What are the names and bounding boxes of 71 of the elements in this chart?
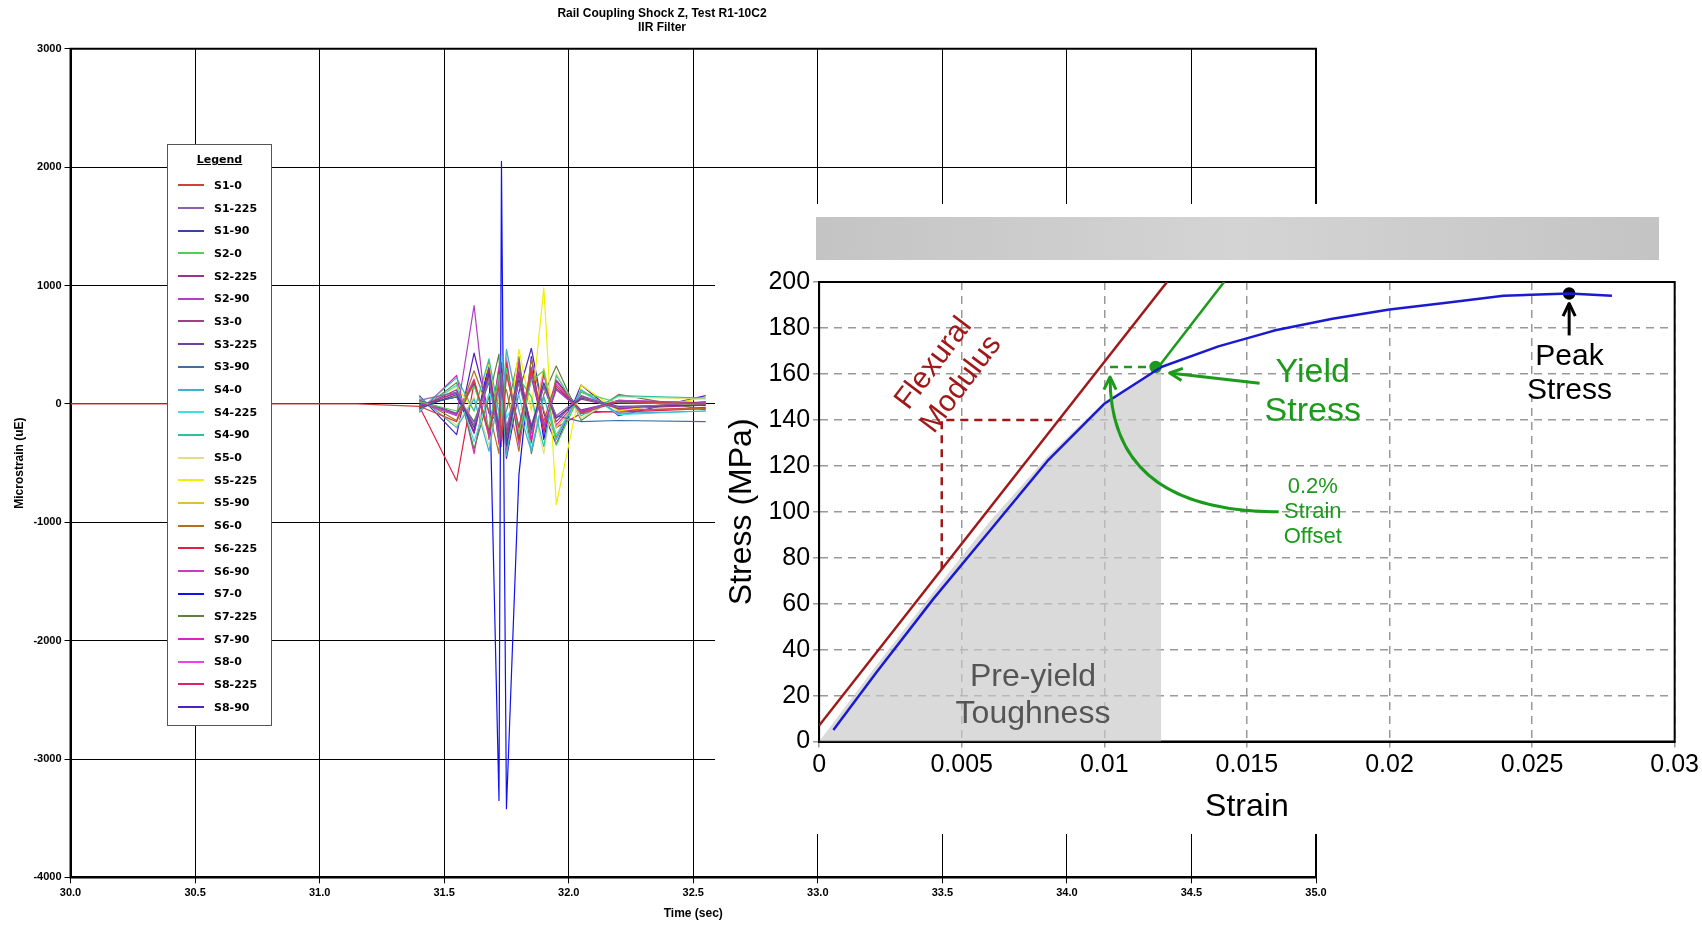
legend-label: S5-0 [214,451,242,465]
y-tick-label: 180 [768,311,811,340]
x-tick-label: 33.0 [807,886,829,899]
legend-label: S1-90 [214,224,250,238]
x-tick-label: 34.0 [1056,886,1078,899]
legend-label: S6-90 [214,564,250,578]
y-tick-label: 60 [782,587,811,616]
y-tick-label: 140 [768,403,811,432]
legend-label: S3-0 [214,314,242,328]
legend-label: S7-225 [214,609,258,623]
y-tick-label: -1000 [33,515,62,528]
legend-label: S2-225 [214,269,258,283]
legend-label: S4-0 [214,383,242,397]
legend-label: S4-90 [214,428,250,442]
chart-title: Rail Coupling Shock Z, Test R1-10C2 [557,5,767,20]
y-axis-title: Microstrain (uE) [11,417,26,509]
x-tick-label: 0.01 [1079,749,1129,778]
legend-label: S6-0 [214,519,242,533]
legend-label: S3-90 [214,360,250,374]
x-tick-label: 34.5 [1180,886,1203,899]
y-tick-label: 120 [768,449,811,478]
legend-label: S1-0 [214,178,242,192]
x-axis-title: Time (sec) [663,906,723,921]
y-tick-label: 0 [796,725,811,754]
x-tick-label: 32.0 [558,886,580,899]
x-axis-title: Strain [1205,786,1289,823]
legend-label: S5-225 [214,473,258,487]
legend-label: S8-0 [214,655,242,669]
y-tick-label: 2000 [37,160,62,173]
y-tick-label: 100 [768,495,811,524]
x-tick-label: 0.015 [1215,749,1279,778]
legend-label: S8-90 [214,700,250,714]
y-tick-label: -3000 [33,752,62,765]
annotation: 0.2% Strain Offset [1283,472,1342,549]
x-tick-label: 31.0 [308,886,331,899]
y-tick-label: 80 [782,541,811,570]
legend-label: S2-0 [214,246,242,260]
chart-subtitle: IIR Filter [637,19,687,34]
y-tick-label: 200 [768,265,811,294]
legend-label: S7-90 [214,632,250,646]
annotation: Yield Stress [1264,351,1361,429]
legend-label: S3-225 [214,337,258,351]
y-axis-title: Stress (MPa) [722,418,759,606]
legend-label: S7-0 [214,587,242,601]
annotation: Peak Stress [1526,337,1612,406]
x-tick-label: 32.5 [682,886,704,899]
legend-label: S8-225 [214,677,258,691]
y-tick-label: 3000 [37,41,62,54]
y-tick-label: -2000 [33,633,62,646]
x-tick-label: 31.5 [433,886,455,899]
y-tick-label: 160 [768,357,811,386]
x-tick-label: 0.02 [1365,749,1414,778]
x-tick-label: 33.5 [931,886,954,899]
x-tick-label: 0.025 [1500,749,1564,778]
x-tick-label: 0.005 [930,749,993,778]
legend-label: S6-225 [214,541,258,555]
x-tick-label: 35.0 [1305,886,1327,899]
x-tick-label: 0.03 [1650,749,1700,778]
legend-label: S5-90 [214,496,250,510]
y-tick-label: 1000 [37,278,62,291]
legend-label: S2-90 [214,292,250,306]
y-tick-label: 40 [782,633,811,662]
legend-title: Legend [195,153,244,166]
annotation: Pre-yield Toughness [955,657,1111,730]
x-tick-label: 30.5 [184,886,206,899]
legend-label: S1-225 [214,201,258,215]
y-tick-label: 0 [55,396,62,409]
x-tick-label: 30.0 [59,886,82,899]
legend-label: S4-225 [214,405,258,419]
y-tick-label: 20 [782,679,811,708]
y-tick-label: -4000 [33,870,62,883]
